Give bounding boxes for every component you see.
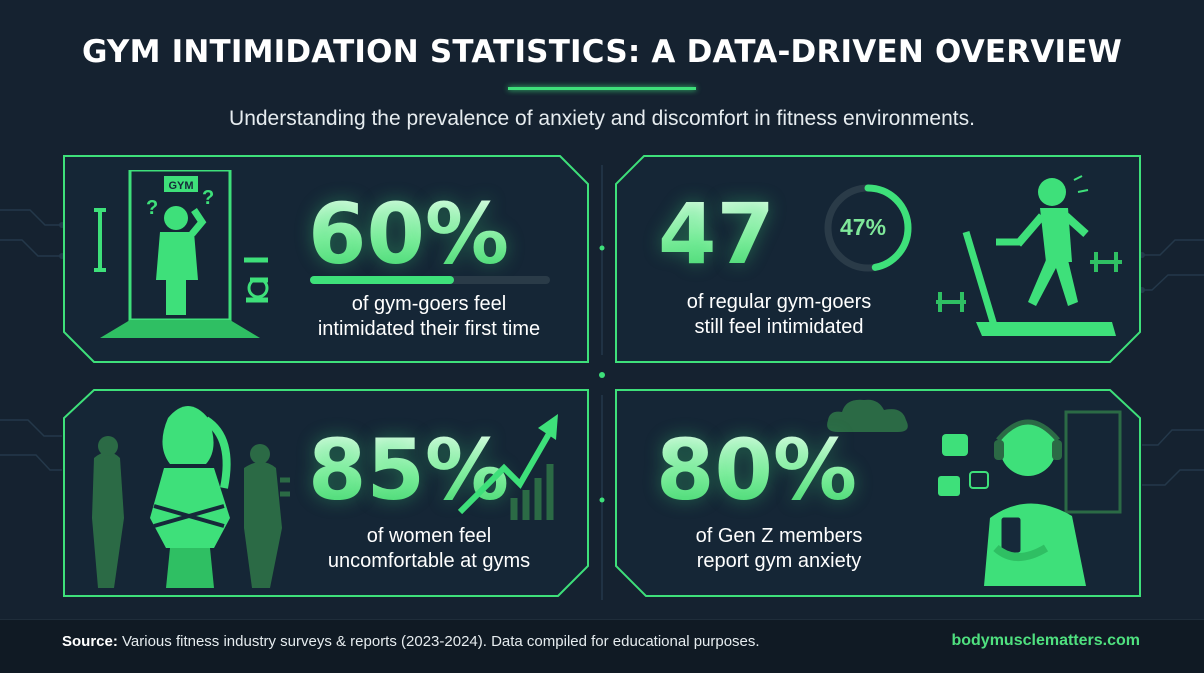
stat-caption: of gym-goers feel intimidated their firs… [284,292,574,342]
stat-caption-line1: of Gen Z members [695,525,863,547]
woman-crossed-arms-icon [92,406,290,588]
stat-caption: of regular gym-goers still feel intimida… [634,290,924,340]
card-frame [63,155,589,363]
stat-caption-line1: of regular gym-goers [686,291,872,313]
ring-chart-fill [824,184,912,272]
svg-text:?: ? [146,197,158,219]
footer-bar [0,619,1204,673]
source-label: Source: [62,633,118,650]
stat-card-gen-z: 80% of Gen Z members report gym anxiety [614,388,1142,598]
stat-caption-line2: still feel intimidated [694,316,864,338]
cloud-icon [827,399,908,432]
page-title: GYM INTIMIDATION STATISTICS: A DATA-DRIV… [81,34,1123,70]
stat-card-first-time: GYM ? ? 60% of gym-goers feel intimidate… [62,154,590,364]
page-subtitle: Understanding the prevalence of anxiety … [229,107,975,130]
stat-caption: of women feel uncomfortable at gyms [284,524,574,574]
stat-caption-line1: of gym-goers feel [351,293,507,315]
stat-caption-line2: report gym anxiety [696,550,862,572]
stat-caption: of Gen Z members report gym anxiety [634,524,924,574]
stat-caption-line2: uncomfortable at gyms [327,550,531,572]
progress-bar [310,276,550,284]
stat-card-regular: 47 47% of regular gym-goers still feel i… [614,154,1142,364]
stat-caption-line2: intimidated their first time [317,318,541,340]
ring-chart-label: 47% [840,214,887,240]
growth-arrow-icon [457,414,558,520]
stat-value: 47 [658,185,775,283]
stat-value: 60% [308,185,510,283]
gym-sign-text: GYM [168,180,193,192]
site-link[interactable]: bodymusclematters.com [951,632,1140,649]
title-underline [508,87,696,90]
person-on-treadmill-icon [936,175,1122,336]
source-note: Source: Various fitness industry surveys… [62,633,760,650]
young-man-with-headphones-and-phone-icon [938,410,1122,586]
ring-chart [824,184,912,272]
stat-caption-line1: of women feel [366,525,492,547]
confused-person-at-gym-entrance-icon: GYM ? ? [94,170,269,338]
stat-card-women: 85% of women feel uncomfortable at gyms [62,388,590,598]
card-frame [615,155,1141,363]
source-text: Various fitness industry surveys & repor… [117,633,760,650]
stat-value: 80% [656,421,858,519]
progress-bar-fill [310,276,454,284]
svg-text:?: ? [202,187,214,209]
